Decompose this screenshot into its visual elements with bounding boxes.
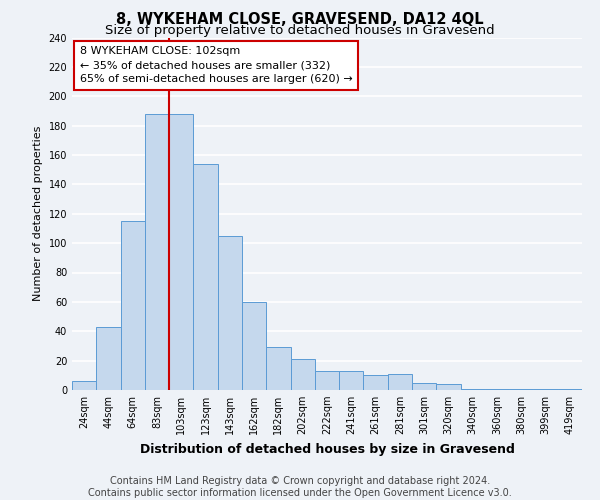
Bar xyxy=(266,348,290,390)
Bar xyxy=(290,359,315,390)
Bar xyxy=(485,388,509,390)
Bar xyxy=(72,381,96,390)
Bar xyxy=(169,114,193,390)
Y-axis label: Number of detached properties: Number of detached properties xyxy=(33,126,43,302)
Text: Contains HM Land Registry data © Crown copyright and database right 2024.
Contai: Contains HM Land Registry data © Crown c… xyxy=(88,476,512,498)
Bar xyxy=(121,221,145,390)
Bar xyxy=(96,327,121,390)
Text: 8, WYKEHAM CLOSE, GRAVESEND, DA12 4QL: 8, WYKEHAM CLOSE, GRAVESEND, DA12 4QL xyxy=(116,12,484,28)
Bar xyxy=(388,374,412,390)
X-axis label: Distribution of detached houses by size in Gravesend: Distribution of detached houses by size … xyxy=(140,442,514,456)
Bar xyxy=(364,376,388,390)
Bar xyxy=(315,371,339,390)
Bar xyxy=(145,114,169,390)
Bar xyxy=(412,382,436,390)
Bar xyxy=(193,164,218,390)
Bar xyxy=(533,388,558,390)
Bar xyxy=(218,236,242,390)
Bar xyxy=(509,388,533,390)
Bar xyxy=(436,384,461,390)
Bar xyxy=(339,371,364,390)
Text: 8 WYKEHAM CLOSE: 102sqm
← 35% of detached houses are smaller (332)
65% of semi-d: 8 WYKEHAM CLOSE: 102sqm ← 35% of detache… xyxy=(80,46,352,84)
Text: Size of property relative to detached houses in Gravesend: Size of property relative to detached ho… xyxy=(105,24,495,37)
Bar xyxy=(558,388,582,390)
Bar xyxy=(242,302,266,390)
Bar xyxy=(461,388,485,390)
